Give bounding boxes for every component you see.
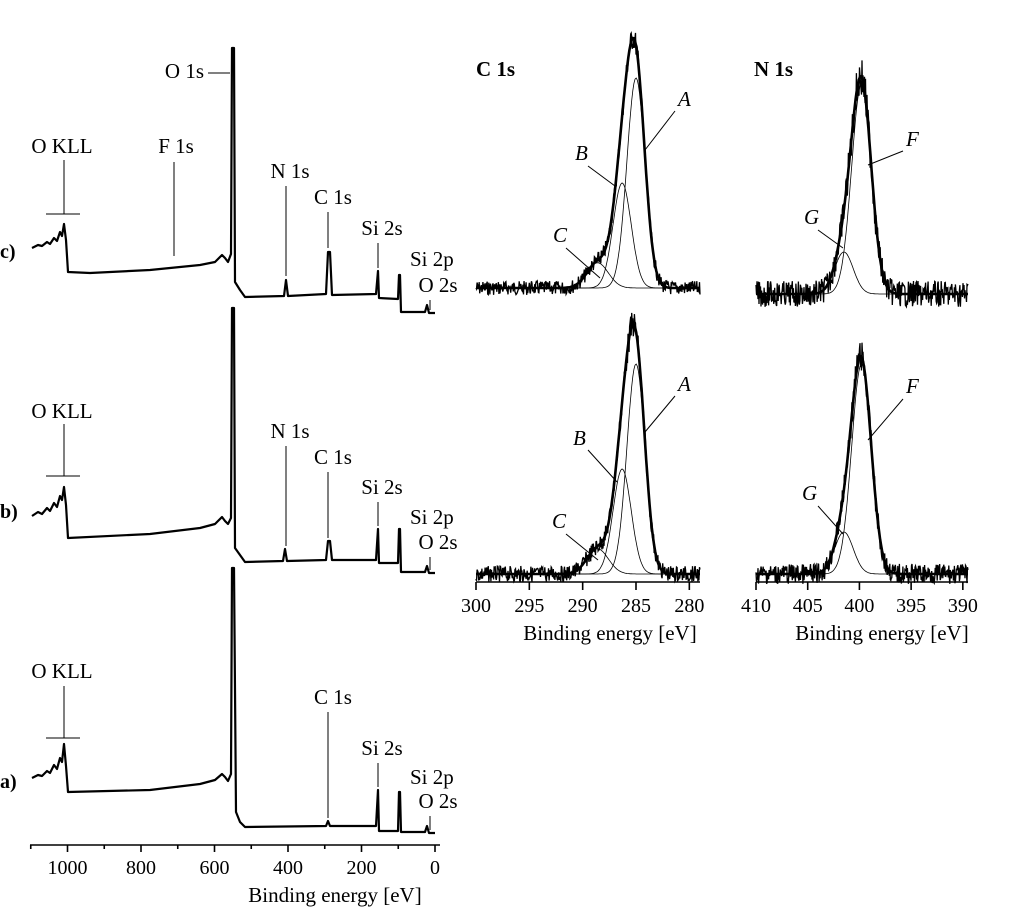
- peak-label-o-1s-c: O 1s: [165, 59, 204, 83]
- component-leader-A: [644, 395, 676, 433]
- peak-label-si-2s-a: Si 2s: [361, 736, 402, 760]
- peak-label-c-1s-a: C 1s: [314, 685, 352, 709]
- n1s-x-axis-label: Binding energy [eV]: [795, 621, 968, 645]
- n1s-title: N 1s: [754, 57, 793, 81]
- survey-spectra: c) b) a) 1000 800 600 400 200 0 Binding energ…: [0, 46, 458, 907]
- c1s-spectrum-top: A B C: [475, 30, 701, 297]
- survey-spectrum-b: [31, 306, 435, 575]
- component-label-A: A: [676, 87, 691, 111]
- peak-label-o-kll-c: O KLL: [31, 134, 92, 158]
- survey-x-axis: 1000 800 600 400 200 0 Binding energy [eV]: [29, 844, 440, 907]
- component-A: [476, 363, 700, 575]
- component-F: [756, 363, 968, 575]
- peak-label-si-2p-c: Si 2p: [410, 247, 454, 271]
- component-label-C: C: [553, 223, 568, 247]
- component-F: [756, 83, 968, 295]
- fit-envelope: [756, 354, 968, 576]
- component-leader-C: [565, 247, 601, 279]
- peak-label-o-kll-b: O KLL: [31, 399, 92, 423]
- peak-label-si-2p-b: Si 2p: [410, 505, 454, 529]
- c1s-x-tick-label: 295: [514, 595, 544, 617]
- component-label-B: B: [575, 141, 588, 165]
- c1s-x-tick-label: 290: [568, 595, 598, 617]
- panel-label-a: a): [0, 771, 17, 793]
- survey-x-axis-label: Binding energy [eV]: [248, 883, 421, 907]
- component-leader-A: [644, 110, 676, 151]
- n1s-x-tick-label: 400: [844, 595, 874, 617]
- n1s-spectrum-bottom: FG: [755, 342, 969, 586]
- n1s-x-tick-label: 390: [948, 595, 978, 617]
- survey-x-tick-label: 800: [126, 857, 156, 879]
- component-label-G: G: [802, 481, 817, 505]
- c1s-x-tick-label: 300: [461, 595, 491, 617]
- n1s-x-tick-label: 395: [896, 595, 926, 617]
- peak-label-c-1s-c: C 1s: [314, 185, 352, 209]
- component-label-F: F: [905, 127, 919, 151]
- component-leader-F: [867, 398, 904, 441]
- peak-label-o-2s-a: O 2s: [418, 789, 457, 813]
- fit-envelope: [756, 74, 968, 296]
- component-C: [476, 262, 700, 289]
- component-leader-G: [817, 505, 844, 535]
- c1s-x-tick-label: 285: [621, 595, 651, 617]
- component-label-G: G: [804, 205, 819, 229]
- fit-envelope: [476, 322, 700, 576]
- component-leader-B: [587, 165, 616, 187]
- component-label-A: A: [676, 372, 691, 396]
- survey-x-tick-label: 200: [347, 857, 377, 879]
- measured-spectrum: [755, 60, 969, 309]
- peak-label-o-2s-b: O 2s: [418, 530, 457, 554]
- peak-label-n-1s-c: N 1s: [270, 159, 309, 183]
- survey-x-tick-label: 0: [430, 857, 440, 879]
- peak-label-c-1s-b: C 1s: [314, 445, 352, 469]
- component-leader-F: [867, 150, 904, 166]
- peak-label-f-1s-c: F 1s: [158, 134, 194, 158]
- component-label-C: C: [552, 509, 567, 533]
- survey-spectrum-a: [31, 566, 435, 835]
- peak-label-si-2s-b: Si 2s: [361, 475, 402, 499]
- component-leader-B: [587, 449, 618, 483]
- n1s-spectrum-top: FG: [755, 60, 969, 309]
- component-label-B: B: [573, 426, 586, 450]
- measured-spectrum: [755, 342, 969, 586]
- peak-label-o-kll-a: O KLL: [31, 659, 92, 683]
- n1s-panel: N 1s FG FG 410 405 400 395 390 Binding energ…: [741, 57, 978, 645]
- c1s-x-tick-label: 280: [674, 595, 704, 617]
- peak-label-o-2s-c: O 2s: [418, 273, 457, 297]
- panel-label-b: b): [0, 501, 18, 523]
- component-label-F: F: [905, 374, 919, 398]
- c1s-spectrum-bottom: A B C: [475, 312, 701, 584]
- measured-spectrum: [475, 312, 701, 584]
- survey-x-tick-label: 400: [273, 857, 303, 879]
- component-A: [476, 77, 700, 289]
- c1s-title: C 1s: [476, 57, 515, 81]
- peak-label-si-2s-c: Si 2s: [361, 216, 402, 240]
- component-leader-G: [817, 229, 844, 249]
- n1s-x-tick-label: 410: [741, 595, 771, 617]
- c1s-panel: C 1s A B C A B C 300 295 290 285 280 Binding ene…: [461, 30, 704, 645]
- survey-spectrum-c: [31, 46, 435, 315]
- c1s-x-axis-label: Binding energy [eV]: [523, 621, 696, 645]
- component-leader-C: [565, 533, 599, 561]
- n1s-x-tick-label: 405: [793, 595, 823, 617]
- survey-x-tick-label: 1000: [48, 857, 88, 879]
- fit-envelope: [476, 36, 700, 290]
- peak-label-n-1s-b: N 1s: [270, 419, 309, 443]
- survey-x-tick-label: 600: [200, 857, 230, 879]
- peak-label-si-2p-a: Si 2p: [410, 765, 454, 789]
- panel-label-c: c): [0, 241, 16, 263]
